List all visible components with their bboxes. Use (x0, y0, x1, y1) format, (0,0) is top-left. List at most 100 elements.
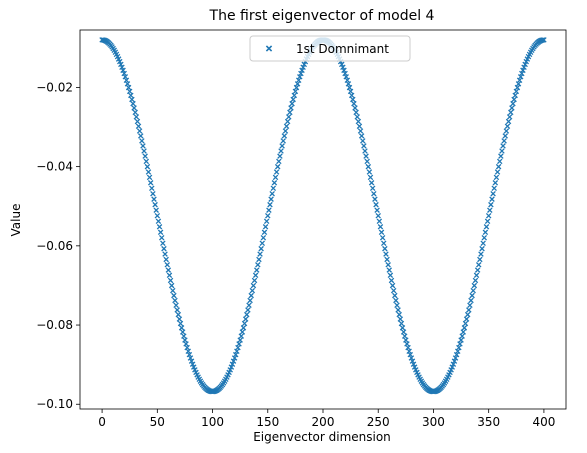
data-point (134, 118, 141, 125)
data-point (268, 196, 274, 202)
data-point (176, 316, 183, 322)
data-point (461, 325, 468, 331)
data-point (457, 341, 463, 347)
data-point (300, 64, 306, 71)
data-point (475, 262, 482, 268)
data-point (257, 251, 263, 257)
data-point (142, 153, 148, 159)
data-point (175, 311, 182, 318)
data-point (520, 67, 526, 74)
data-point (463, 316, 470, 322)
data-point (346, 84, 353, 91)
data-point (498, 153, 504, 159)
data-point (126, 88, 133, 95)
data-point (133, 114, 140, 120)
data-point (386, 267, 393, 273)
data-point (189, 361, 196, 367)
data-point (348, 92, 355, 99)
data-point (269, 190, 275, 197)
data-point (515, 81, 522, 87)
data-point (272, 174, 279, 181)
data-point (460, 329, 467, 335)
data-point (251, 277, 258, 284)
data-point (384, 256, 390, 263)
data-point (188, 358, 195, 364)
data-point (400, 329, 407, 335)
data-point (229, 361, 236, 367)
data-point (125, 84, 132, 91)
data-point (361, 143, 367, 149)
x-tick-label: 250 (367, 415, 390, 429)
data-point (291, 92, 298, 99)
x-tick-label: 0 (98, 415, 106, 429)
y-axis-label: Value (9, 204, 23, 237)
data-point (352, 105, 358, 111)
data-point (284, 118, 291, 125)
x-tick-label: 400 (532, 415, 555, 429)
data-point (490, 190, 496, 197)
data-point (144, 163, 151, 170)
data-point (471, 282, 478, 289)
data-point (398, 320, 405, 327)
data-point (156, 224, 163, 230)
data-point (178, 325, 185, 331)
data-point (469, 292, 475, 299)
data-point (280, 138, 286, 144)
data-point (179, 329, 186, 335)
data-point (162, 251, 168, 257)
data-point (383, 251, 389, 257)
x-tick-label: 300 (422, 415, 445, 429)
data-point (267, 201, 273, 208)
data-point (404, 341, 410, 347)
data-point (477, 256, 483, 263)
data-point (152, 201, 158, 208)
data-point (265, 212, 271, 219)
data-point (277, 153, 283, 159)
data-point (512, 92, 518, 99)
data-point (480, 240, 486, 247)
data-point (462, 320, 469, 327)
data-point (271, 180, 278, 186)
data-point (494, 169, 501, 175)
data-point (389, 282, 396, 289)
data-point (380, 240, 387, 247)
data-point (184, 344, 190, 351)
data-point (472, 277, 479, 284)
data-point (385, 262, 391, 268)
data-point (467, 302, 473, 309)
data-point (249, 287, 256, 294)
data-point (155, 218, 162, 225)
data-point (149, 185, 155, 191)
data-point (484, 218, 491, 225)
data-point (123, 77, 130, 84)
data-point (388, 277, 395, 284)
data-point (262, 224, 269, 230)
data-point (508, 109, 514, 116)
data-point (151, 196, 157, 202)
x-tick-label: 150 (256, 415, 279, 429)
data-point (396, 311, 402, 318)
data-point (403, 337, 409, 343)
data-point (481, 235, 488, 241)
y-tick-label: −0.08 (36, 318, 73, 332)
data-point (379, 235, 386, 241)
data-point (496, 158, 503, 165)
data-point (128, 92, 134, 99)
data-point (298, 70, 304, 77)
x-tick-label: 200 (312, 415, 335, 429)
data-point (488, 201, 494, 208)
data-point (293, 84, 300, 91)
data-point (270, 185, 277, 191)
data-point (289, 100, 295, 107)
data-point (363, 153, 369, 159)
data-point (290, 96, 296, 103)
data-point (163, 256, 169, 263)
legend: 1st Domnimant (249, 35, 411, 62)
data-point (356, 123, 363, 129)
data-point (120, 67, 126, 74)
data-point (459, 333, 465, 339)
data-point (499, 148, 505, 154)
data-point (540, 37, 546, 43)
data-point (132, 109, 138, 116)
